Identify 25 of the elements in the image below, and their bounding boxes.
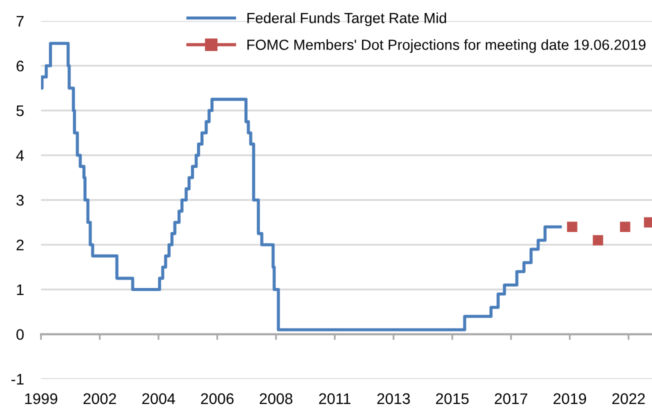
x-tick-label: 2011: [319, 393, 350, 404]
x-tick-label: 2017: [494, 393, 528, 404]
point: [592, 235, 604, 246]
y-tick-label: 3: [16, 194, 24, 206]
x-tick-label: 2004: [142, 393, 176, 404]
point: [567, 222, 578, 232]
x-tick-label: 2013: [377, 393, 410, 404]
y-tick-label: 2: [16, 240, 24, 250]
point: [620, 222, 630, 232]
x-tick-label: 2022: [612, 393, 645, 404]
legend-label: Federal Funds Target Rate Mid: [247, 12, 446, 26]
legend-label: FOMC Members' Dot Projections for meeting date 19.06.2019: [247, 39, 646, 53]
x-tick-label: 2015: [436, 393, 469, 404]
y-tick-label: 4: [16, 150, 24, 161]
x-tick-label: 1999: [25, 393, 58, 404]
y-tick-label: 5: [16, 106, 24, 116]
y-tick-label: 6: [16, 60, 24, 72]
x-tick-label: 2006: [201, 393, 234, 404]
y-tick-label: 7: [16, 16, 24, 27]
y-tick-label: 0: [16, 329, 24, 340]
y-tick-label: 1: [17, 284, 24, 296]
x-tick-label: 2008: [260, 393, 292, 404]
y-tick-label: -1: [11, 374, 24, 385]
x-tick-label: 2019: [554, 393, 586, 404]
x-tick-label: 2002: [84, 393, 116, 404]
